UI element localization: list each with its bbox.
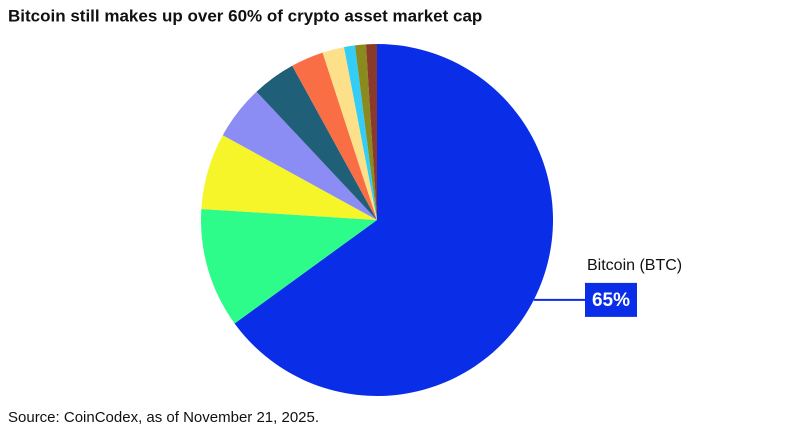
value-label-box <box>585 282 637 317</box>
pie-slice <box>200 208 377 324</box>
slice-label: Bitcoin (BTC) <box>587 257 682 274</box>
value-label: 65% <box>592 290 630 311</box>
chart-title: Bitcoin still makes up over 60% of crypt… <box>8 6 482 25</box>
pie-slice <box>256 65 377 221</box>
pie-slice <box>322 47 377 220</box>
pie-slice <box>292 52 377 221</box>
pie-slice <box>234 44 553 397</box>
pie-slice <box>201 135 377 220</box>
pie-slice <box>365 44 377 220</box>
source: Source: CoinCodex, as of November 21, 20… <box>8 409 319 426</box>
pie-slice <box>354 44 377 221</box>
pie-slice <box>222 91 377 220</box>
pie-slice <box>344 45 377 220</box>
